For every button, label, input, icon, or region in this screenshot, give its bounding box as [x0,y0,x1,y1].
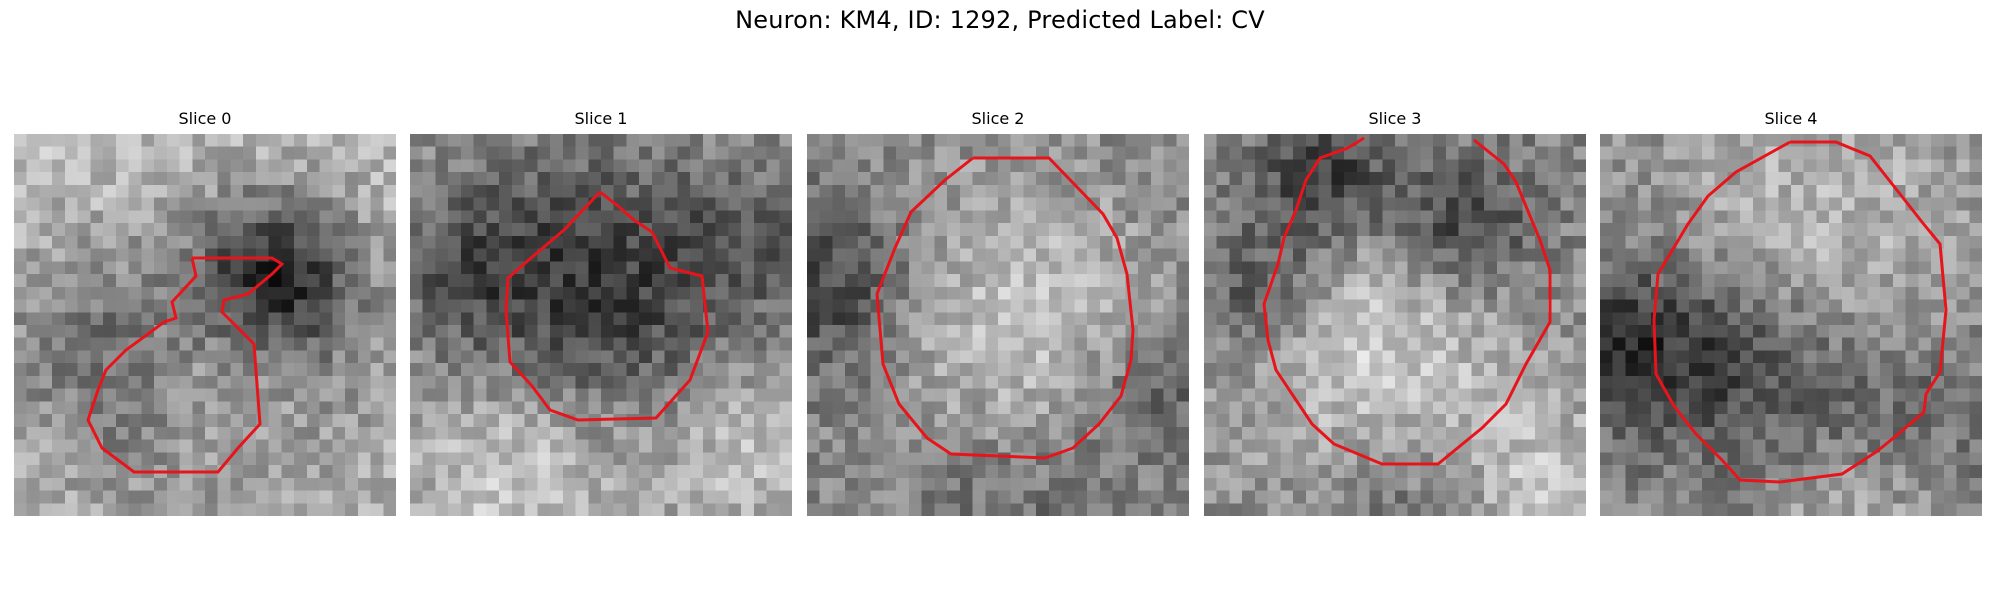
slice-panel-4: Slice 4 [1600,108,1982,516]
segmentation-contour-3 [1262,136,1552,466]
slice-panel-3: Slice 3 [1204,108,1586,516]
grayscale-image-4 [1600,134,1982,516]
slice-panel-1: Slice 1 [410,108,792,516]
grayscale-image-2 [807,134,1189,516]
slice-title-4: Slice 4 [1764,109,1818,128]
slice-image-3 [1204,134,1586,516]
slice-panel-0: Slice 0 [14,108,396,516]
slice-image-2 [807,134,1189,516]
slice-panel-2: Slice 2 [807,108,1189,516]
segmentation-contour-4 [1652,140,1948,484]
segmentation-contour-1 [504,190,710,422]
segmentation-contour-2 [875,156,1135,460]
grayscale-image-0 [14,134,396,516]
slice-title-3: Slice 3 [1368,109,1422,128]
slice-image-0 [14,134,396,516]
slice-image-4 [1600,134,1982,516]
grayscale-image-1 [410,134,792,516]
slice-title-0: Slice 0 [178,109,232,128]
figure-title: Neuron: KM4, ID: 1292, Predicted Label: … [735,6,1265,34]
slice-title-2: Slice 2 [971,109,1025,128]
slice-title-1: Slice 1 [574,109,628,128]
segmentation-contour-0 [86,256,285,474]
slice-image-1 [410,134,792,516]
